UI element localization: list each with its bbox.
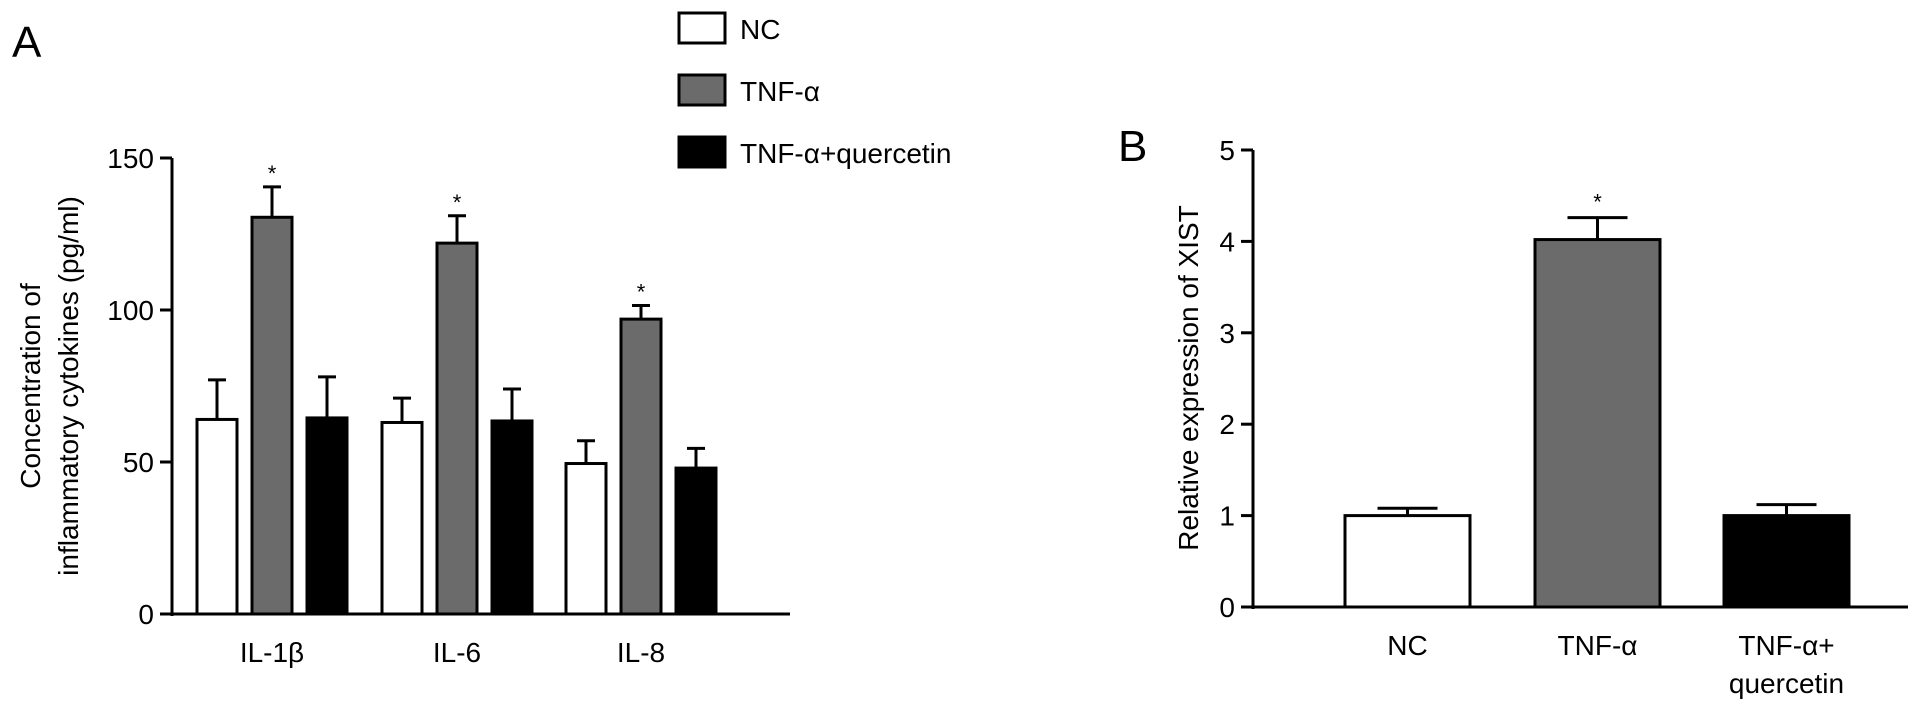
a-significance-mark: *	[453, 190, 462, 215]
a-y-axis-label: inflammatory cytokines (pg/ml)	[53, 196, 84, 576]
a-y-tick-label: 100	[107, 295, 154, 326]
b-bar	[1533, 238, 1662, 609]
b-x-tick-label: quercetin	[1729, 668, 1844, 699]
b-y-tick-label: 5	[1219, 135, 1235, 166]
b-x-tick-label: TNF-α+	[1738, 630, 1834, 661]
b-bar	[1343, 514, 1472, 609]
a-bar-tnf-	[250, 215, 294, 616]
b-y-tick-label: 4	[1219, 226, 1235, 257]
a-y-tick-label: 0	[138, 599, 154, 630]
b-y-axis-label: Relative expression of XIST	[1173, 205, 1204, 551]
a-y-tick-label: 50	[123, 447, 154, 478]
panel-a-letter: A	[12, 18, 42, 67]
legend-swatch	[677, 135, 727, 169]
a-bar-nc	[195, 417, 239, 616]
panel-b-letter: B	[1118, 122, 1148, 171]
b-significance-mark: *	[1593, 190, 1602, 215]
a-bar-nc	[564, 462, 608, 616]
legend-label: TNF-α	[740, 76, 820, 107]
legend-label: NC	[740, 14, 780, 45]
a-bar-nc	[380, 420, 424, 616]
a-y-axis-label: Concentration of	[15, 283, 46, 489]
a-x-tick-label: IL-6	[433, 637, 481, 668]
b-y-tick-label: 1	[1219, 501, 1235, 532]
legend-swatch	[677, 11, 727, 45]
b-x-tick-label: TNF-α	[1558, 630, 1638, 661]
b-x-tick-label: NC	[1387, 630, 1427, 661]
b-bar	[1722, 514, 1851, 609]
b-y-tick-label: 2	[1219, 409, 1235, 440]
a-bar-tnf-	[619, 317, 663, 616]
a-y-tick-label: 150	[107, 143, 154, 174]
b-y-tick-label: 0	[1219, 592, 1235, 623]
a-significance-mark: *	[637, 279, 646, 304]
a-bar-tnf-quercetin	[490, 419, 534, 616]
b-y-tick-label: 3	[1219, 318, 1235, 349]
a-significance-mark: *	[268, 161, 277, 186]
a-bar-tnf-	[435, 241, 479, 616]
a-bar-tnf-quercetin	[305, 416, 349, 616]
a-bar-tnf-quercetin	[674, 466, 718, 616]
a-x-tick-label: IL-1β	[240, 637, 304, 668]
legend-label: TNF-α+quercetin	[740, 138, 951, 169]
a-x-tick-label: IL-8	[617, 637, 665, 668]
legend-swatch	[677, 73, 727, 107]
